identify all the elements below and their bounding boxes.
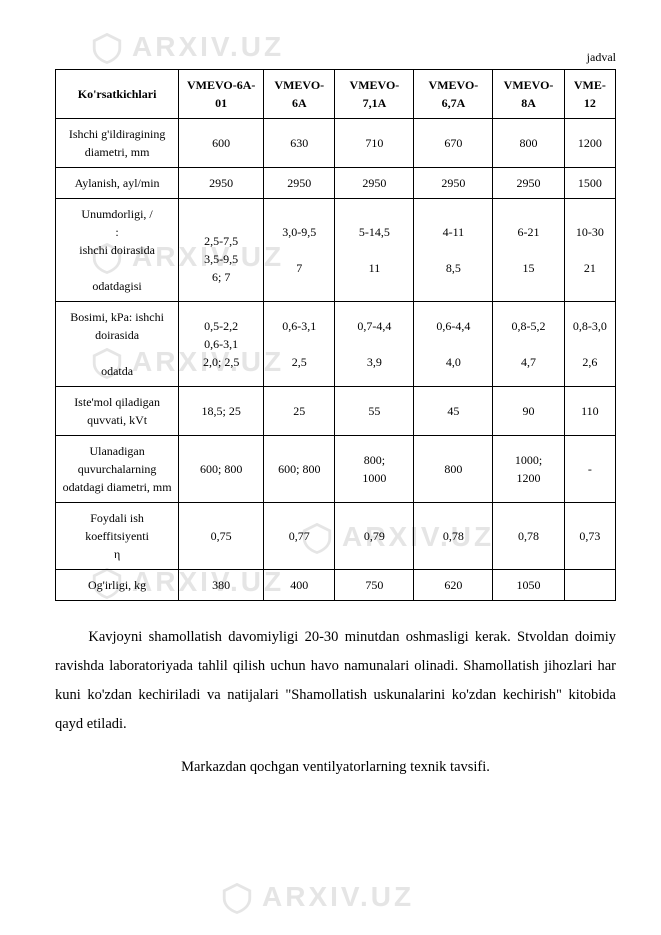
row-label: Iste'mol qiladigan quvvati, kVt — [56, 387, 179, 436]
table-cell: 600; 800 — [179, 436, 264, 503]
table-cell: 1500 — [564, 168, 615, 199]
table-row: Ishchi g'ildiragining diametri, mm600630… — [56, 119, 616, 168]
col-header: VMEVO-6,7A — [414, 70, 493, 119]
table-cell: 90 — [493, 387, 564, 436]
table-cell: 710 — [335, 119, 414, 168]
table-cell: 380 — [179, 570, 264, 601]
table-cell: 55 — [335, 387, 414, 436]
table-row: Unumdorligi, / : ishchi doirasida odatda… — [56, 199, 616, 302]
specs-table: Ko'rsatkichlari VMEVO-6A-01 VMEVO-6A VME… — [55, 69, 616, 601]
table-cell: 110 — [564, 387, 615, 436]
table-cell: 2950 — [493, 168, 564, 199]
table-cell: 0,78 — [493, 503, 564, 570]
watermark: ARXIV.UZ — [220, 880, 414, 914]
col-header: VME-12 — [564, 70, 615, 119]
table-cell: 1050 — [493, 570, 564, 601]
row-label: Foydali ish koeffitsiyenti η — [56, 503, 179, 570]
table-cell: 800 — [493, 119, 564, 168]
table-cell: 6-21 15 — [493, 199, 564, 302]
table-cell: 0,79 — [335, 503, 414, 570]
table-cell: 0,6-3,1 2,5 — [264, 302, 335, 387]
table-cell: 3,0-9,5 7 — [264, 199, 335, 302]
col-header: VMEVO-7,1A — [335, 70, 414, 119]
table-cell: - — [564, 436, 615, 503]
row-label: Bosimi, kPa: ishchi doirasida odatda — [56, 302, 179, 387]
table-header-row: Ko'rsatkichlari VMEVO-6A-01 VMEVO-6A VME… — [56, 70, 616, 119]
table-cell — [564, 570, 615, 601]
row-label: Unumdorligi, / : ishchi doirasida odatda… — [56, 199, 179, 302]
table-cell: 2950 — [264, 168, 335, 199]
table-cell: 0,8-5,2 4,7 — [493, 302, 564, 387]
table-row: Bosimi, kPa: ishchi doirasida odatda0,5-… — [56, 302, 616, 387]
row-label: Og'irligi, kg — [56, 570, 179, 601]
table-cell: 25 — [264, 387, 335, 436]
table-cell: 800; 1000 — [335, 436, 414, 503]
table-cell: 630 — [264, 119, 335, 168]
col-header: VMEVO-6A-01 — [179, 70, 264, 119]
table-body: Ishchi g'ildiragining diametri, mm600630… — [56, 119, 616, 601]
table-cell: 2950 — [335, 168, 414, 199]
table-cell: 2,5-7,5 3,5-9,5 6; 7 — [179, 199, 264, 302]
table-cell: 0,77 — [264, 503, 335, 570]
table-cell: 0,7-4,4 3,9 — [335, 302, 414, 387]
table-cell: 620 — [414, 570, 493, 601]
table-cell: 400 — [264, 570, 335, 601]
table-row: Og'irligi, kg3804007506201050 — [56, 570, 616, 601]
table-cell: 0,6-4,4 4,0 — [414, 302, 493, 387]
table-cell: 1200 — [564, 119, 615, 168]
table-cell: 0,78 — [414, 503, 493, 570]
table-caption: jadval — [55, 50, 616, 65]
table-cell: 0,5-2,2 0,6-3,1 2,0; 2,5 — [179, 302, 264, 387]
table-cell: 2950 — [414, 168, 493, 199]
table-row: Foydali ish koeffitsiyenti η0,750,770,79… — [56, 503, 616, 570]
table-cell: 600 — [179, 119, 264, 168]
table-cell: 600; 800 — [264, 436, 335, 503]
col-header: VMEVO-6A — [264, 70, 335, 119]
table-row: Iste'mol qiladigan quvvati, kVt18,5; 252… — [56, 387, 616, 436]
section-subtitle: Markazdan qochgan ventilyatorlarning tex… — [55, 759, 616, 776]
table-cell: 0,8-3,0 2,6 — [564, 302, 615, 387]
col-header: Ko'rsatkichlari — [56, 70, 179, 119]
table-cell: 4-11 8,5 — [414, 199, 493, 302]
body-paragraph: Kavjoyni shamollatish davomiyligi 20-30 … — [55, 623, 616, 739]
table-cell: 45 — [414, 387, 493, 436]
table-cell: 670 — [414, 119, 493, 168]
table-cell: 10-30 21 — [564, 199, 615, 302]
table-cell: 0,73 — [564, 503, 615, 570]
table-cell: 5-14,5 11 — [335, 199, 414, 302]
table-cell: 2950 — [179, 168, 264, 199]
row-label: Ishchi g'ildiragining diametri, mm — [56, 119, 179, 168]
table-cell: 1000; 1200 — [493, 436, 564, 503]
table-cell: 18,5; 25 — [179, 387, 264, 436]
row-label: Aylanish, ayl/min — [56, 168, 179, 199]
table-row: Ulanadigan quvurchalarning odatdagi diam… — [56, 436, 616, 503]
table-cell: 750 — [335, 570, 414, 601]
row-label: Ulanadigan quvurchalarning odatdagi diam… — [56, 436, 179, 503]
table-row: Aylanish, ayl/min29502950295029502950150… — [56, 168, 616, 199]
table-cell: 0,75 — [179, 503, 264, 570]
col-header: VMEVO-8A — [493, 70, 564, 119]
table-cell: 800 — [414, 436, 493, 503]
page: jadval Ko'rsatkichlari VMEVO-6A-01 VMEVO… — [0, 0, 661, 806]
